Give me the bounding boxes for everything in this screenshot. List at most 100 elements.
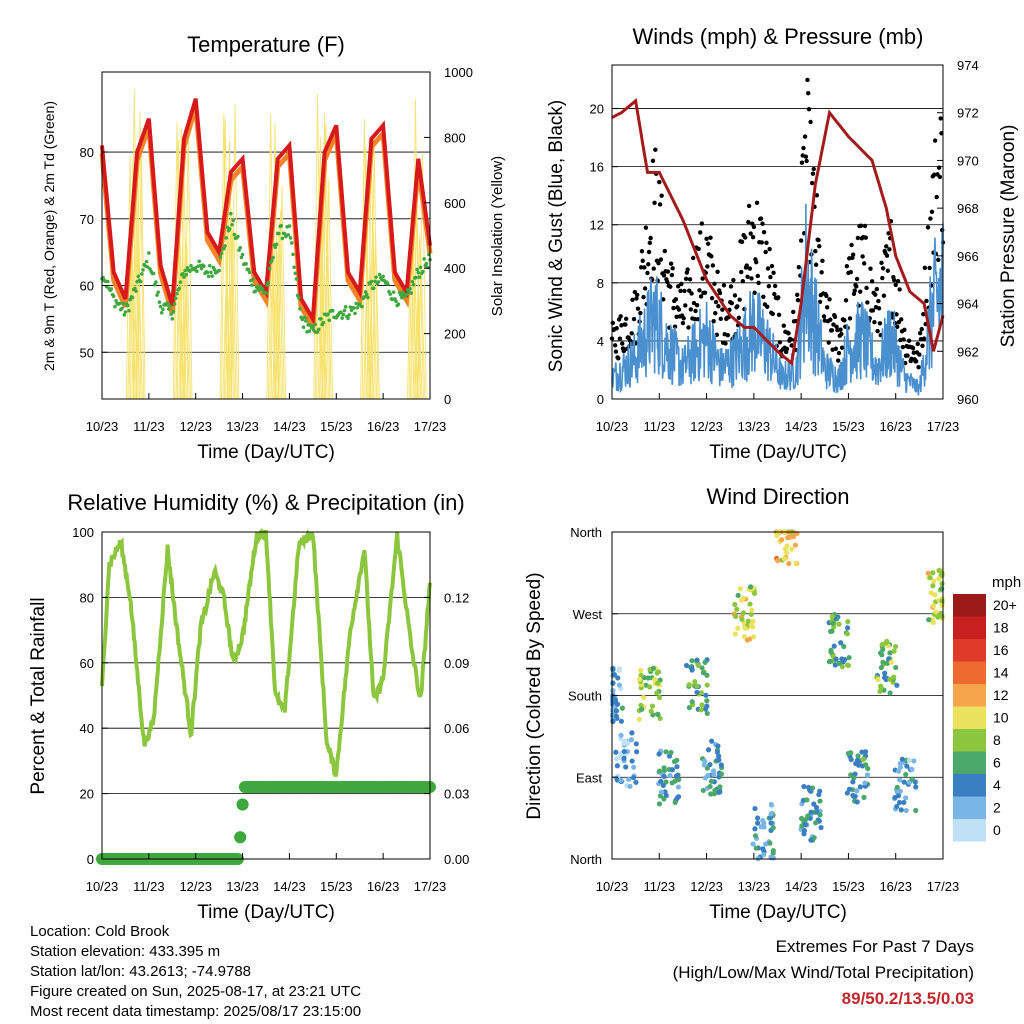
winds-y2label: Station Pressure (Maroon) [998, 125, 1019, 348]
dewpoint-point [408, 286, 412, 291]
humidity-xlabel: Time (Day/UTC) [197, 902, 335, 923]
dewpoint-point [391, 290, 396, 294]
y2-tick-label: 964 [957, 297, 979, 312]
direction-point [638, 667, 644, 674]
direction-point [735, 592, 741, 598]
colorbar-label: 10 [993, 710, 1009, 726]
gust-point [805, 77, 810, 83]
dewpoint-point [257, 288, 261, 292]
y-tick-label: 8 [597, 276, 604, 291]
direction-point [813, 820, 819, 826]
dewpoint-point [315, 330, 320, 334]
direction-point [630, 775, 637, 781]
dewpoint-point [313, 322, 318, 327]
gust-point [849, 242, 854, 248]
gust-point [820, 258, 825, 264]
dewpoint-point [184, 272, 189, 277]
direction-point [692, 679, 698, 685]
gust-point [665, 269, 671, 274]
solar-trace [276, 210, 285, 400]
direction-point [933, 609, 939, 615]
dewpoint-point [373, 279, 377, 284]
direction-point [752, 805, 758, 812]
direction-point [808, 809, 814, 815]
dewpoint-point [316, 327, 321, 332]
dewpoint-point [376, 280, 381, 284]
x-tick-label: 14/23 [785, 419, 818, 434]
wind-direction-title: Wind Direction [706, 484, 849, 509]
direction-point [748, 622, 754, 628]
dewpoint-point [363, 290, 368, 294]
direction-point [655, 711, 661, 718]
gust-point [699, 221, 705, 226]
direction-point [689, 658, 695, 664]
gust-point [784, 346, 790, 352]
direction-point [656, 768, 663, 774]
gust-point [621, 348, 627, 354]
dewpoint-point [246, 267, 251, 272]
gust-point [742, 235, 748, 240]
dewpoint-point [343, 305, 348, 309]
direction-point [616, 667, 622, 674]
gust-point [937, 174, 943, 180]
dewpoint-point [177, 286, 182, 291]
gust-point [902, 327, 907, 333]
gust-point [885, 268, 891, 273]
y-tick-label: 100 [72, 525, 94, 540]
colorbar-label: 2 [993, 800, 1001, 816]
x-tick-label: 17/23 [927, 419, 960, 434]
direction-point [887, 690, 893, 696]
gust-point [884, 244, 889, 249]
wind-direction-panel: Wind Direction North East South West North 10… [524, 484, 1021, 923]
gust-point [683, 276, 689, 281]
dewpoint-point [369, 279, 374, 284]
dewpoint-point [342, 308, 347, 313]
y-tick-label: 0 [87, 852, 94, 867]
solar-trace [317, 240, 326, 400]
y2-tick-label: 600 [444, 196, 466, 211]
direction-point [674, 757, 680, 763]
gust-point [811, 166, 816, 172]
gust-point [919, 326, 924, 332]
direction-point [633, 741, 639, 747]
direction-point [770, 825, 776, 831]
direction-point [673, 773, 680, 779]
gust-point [616, 356, 621, 361]
gust-point [689, 291, 694, 296]
direction-point [711, 771, 717, 777]
dewpoint-point [209, 270, 213, 275]
gust-point [763, 249, 768, 255]
direction-point [829, 613, 835, 620]
y-tick-label: 70 [80, 212, 94, 227]
winds-plot-frame [611, 64, 944, 400]
gust-point [630, 297, 635, 303]
colorbar-label: 20+ [993, 597, 1017, 613]
direction-point [925, 570, 931, 576]
gust-point [736, 315, 742, 320]
gust-point [755, 273, 760, 279]
direction-point [610, 693, 616, 699]
direction-point [656, 801, 663, 807]
winds-series [609, 77, 946, 396]
gust-point [612, 343, 618, 348]
direction-point [761, 820, 767, 826]
dewpoint-point [122, 313, 127, 317]
direction-point [674, 764, 680, 770]
dewpoint-point [181, 271, 185, 276]
dewpoint-point [123, 310, 128, 314]
direction-point [854, 788, 860, 794]
dewpoint-point [251, 277, 255, 282]
x-tick-label: 13/23 [226, 419, 259, 434]
dewpoint-point [154, 280, 158, 284]
x-tick-label: 14/23 [273, 879, 306, 894]
direction-point [935, 614, 941, 620]
direction-point [702, 706, 709, 712]
gust-point [668, 261, 674, 266]
y2-tick-label: 1000 [444, 65, 473, 80]
recent-timestamp: Most recent data timestamp: 2025/08/17 2… [30, 1003, 362, 1020]
gust-point [936, 165, 942, 170]
direction-point [767, 840, 773, 846]
direction-point [836, 621, 842, 627]
colorbar-label: 12 [993, 687, 1009, 703]
colorbar-swatch [953, 729, 986, 752]
